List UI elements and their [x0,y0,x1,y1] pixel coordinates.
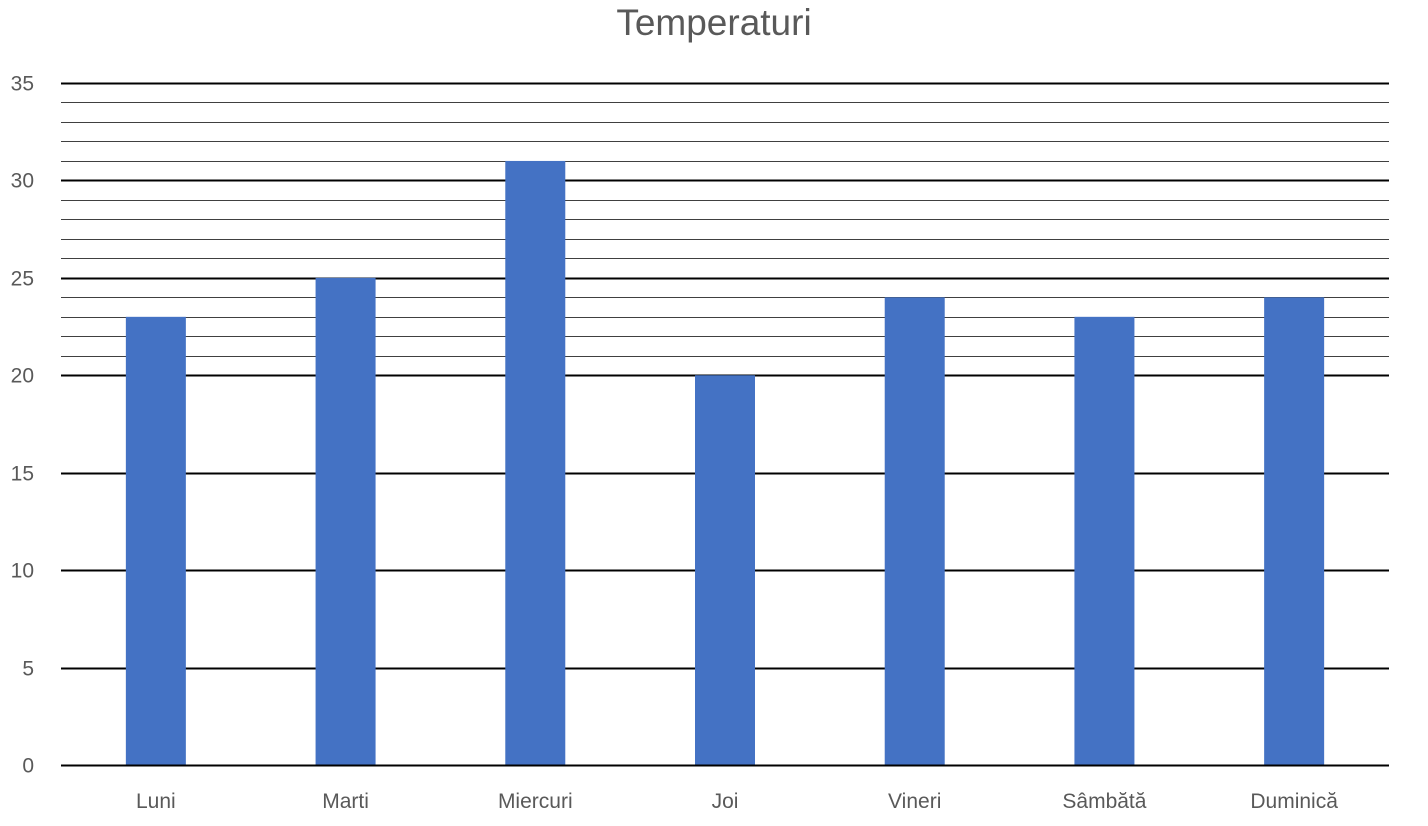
chart-title: Temperaturi [616,2,812,43]
x-tick-label: Sâmbătă [1062,790,1146,813]
y-tick-label: 25 [11,268,34,291]
bar-duminică [1264,297,1325,765]
x-tick-label: Vineri [888,790,941,813]
bar-luni [125,316,186,765]
bars [125,160,1325,765]
bar-joi [695,375,755,765]
axes: 0 5 10 15 20 25 30 35 Luni Marti Miercuri Joi Vineri… [11,73,1389,813]
x-tick-label: Luni [136,790,176,813]
bar-vineri [884,297,945,765]
y-tick-label: 0 [22,755,34,778]
x-tick-label: Miercuri [498,790,573,813]
x-tick-label: Duminică [1250,790,1338,813]
bar-sâmbătă [1074,316,1135,765]
bar-marti [315,277,376,765]
y-tick-label: 5 [22,658,34,681]
y-tick-label: 10 [11,560,34,583]
y-tick-label: 35 [11,73,34,96]
y-tick-label: 15 [11,463,34,486]
x-tick-label: Joi [712,790,739,813]
bar-miercuri [505,160,566,765]
x-tick-label: Marti [322,790,369,813]
y-tick-label: 30 [11,170,34,193]
y-tick-label: 20 [11,365,34,388]
